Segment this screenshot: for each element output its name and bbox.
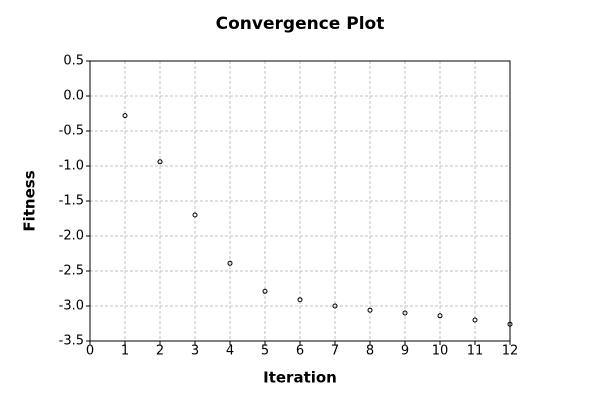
x-tick-label: 5 xyxy=(261,344,269,359)
x-tick-label: 8 xyxy=(366,344,374,359)
x-tick-label: 12 xyxy=(502,344,519,359)
point xyxy=(262,288,268,294)
x-tick-label: 11 xyxy=(467,344,484,359)
point xyxy=(192,212,198,218)
point xyxy=(297,297,303,303)
x-tick-label: 10 xyxy=(432,344,449,359)
y-tick-label: 0.0 xyxy=(63,89,84,104)
point xyxy=(227,260,233,266)
y-axis-label: Fitness xyxy=(21,170,39,231)
x-tick-label: 3 xyxy=(191,344,199,359)
y-tick-label: -2.0 xyxy=(59,229,84,244)
point xyxy=(472,317,478,323)
x-tick-label: 1 xyxy=(121,344,129,359)
x-axis-label: Iteration xyxy=(263,369,337,387)
y-tick-label: -2.5 xyxy=(59,264,84,279)
y-tick-label: -1.5 xyxy=(59,194,84,209)
point xyxy=(507,321,513,327)
x-tick-label: 6 xyxy=(296,344,304,359)
y-tick-label: -3.5 xyxy=(59,334,84,349)
y-tick-label: -3.0 xyxy=(59,299,84,314)
y-tick-label: -1.0 xyxy=(59,159,84,174)
point xyxy=(402,310,408,316)
x-tick-label: 4 xyxy=(226,344,234,359)
point xyxy=(122,113,128,119)
point xyxy=(332,303,338,309)
y-tick-label: -0.5 xyxy=(59,124,84,139)
y-tick-label: 0.5 xyxy=(63,54,84,69)
point xyxy=(157,159,163,165)
point xyxy=(367,307,373,313)
chart-title: Convergence Plot xyxy=(216,14,385,34)
plot-border xyxy=(89,60,511,342)
x-tick-label: 7 xyxy=(331,344,339,359)
x-tick-label: 0 xyxy=(86,344,94,359)
x-tick-label: 2 xyxy=(156,344,164,359)
point xyxy=(437,313,443,319)
x-tick-label: 9 xyxy=(401,344,409,359)
